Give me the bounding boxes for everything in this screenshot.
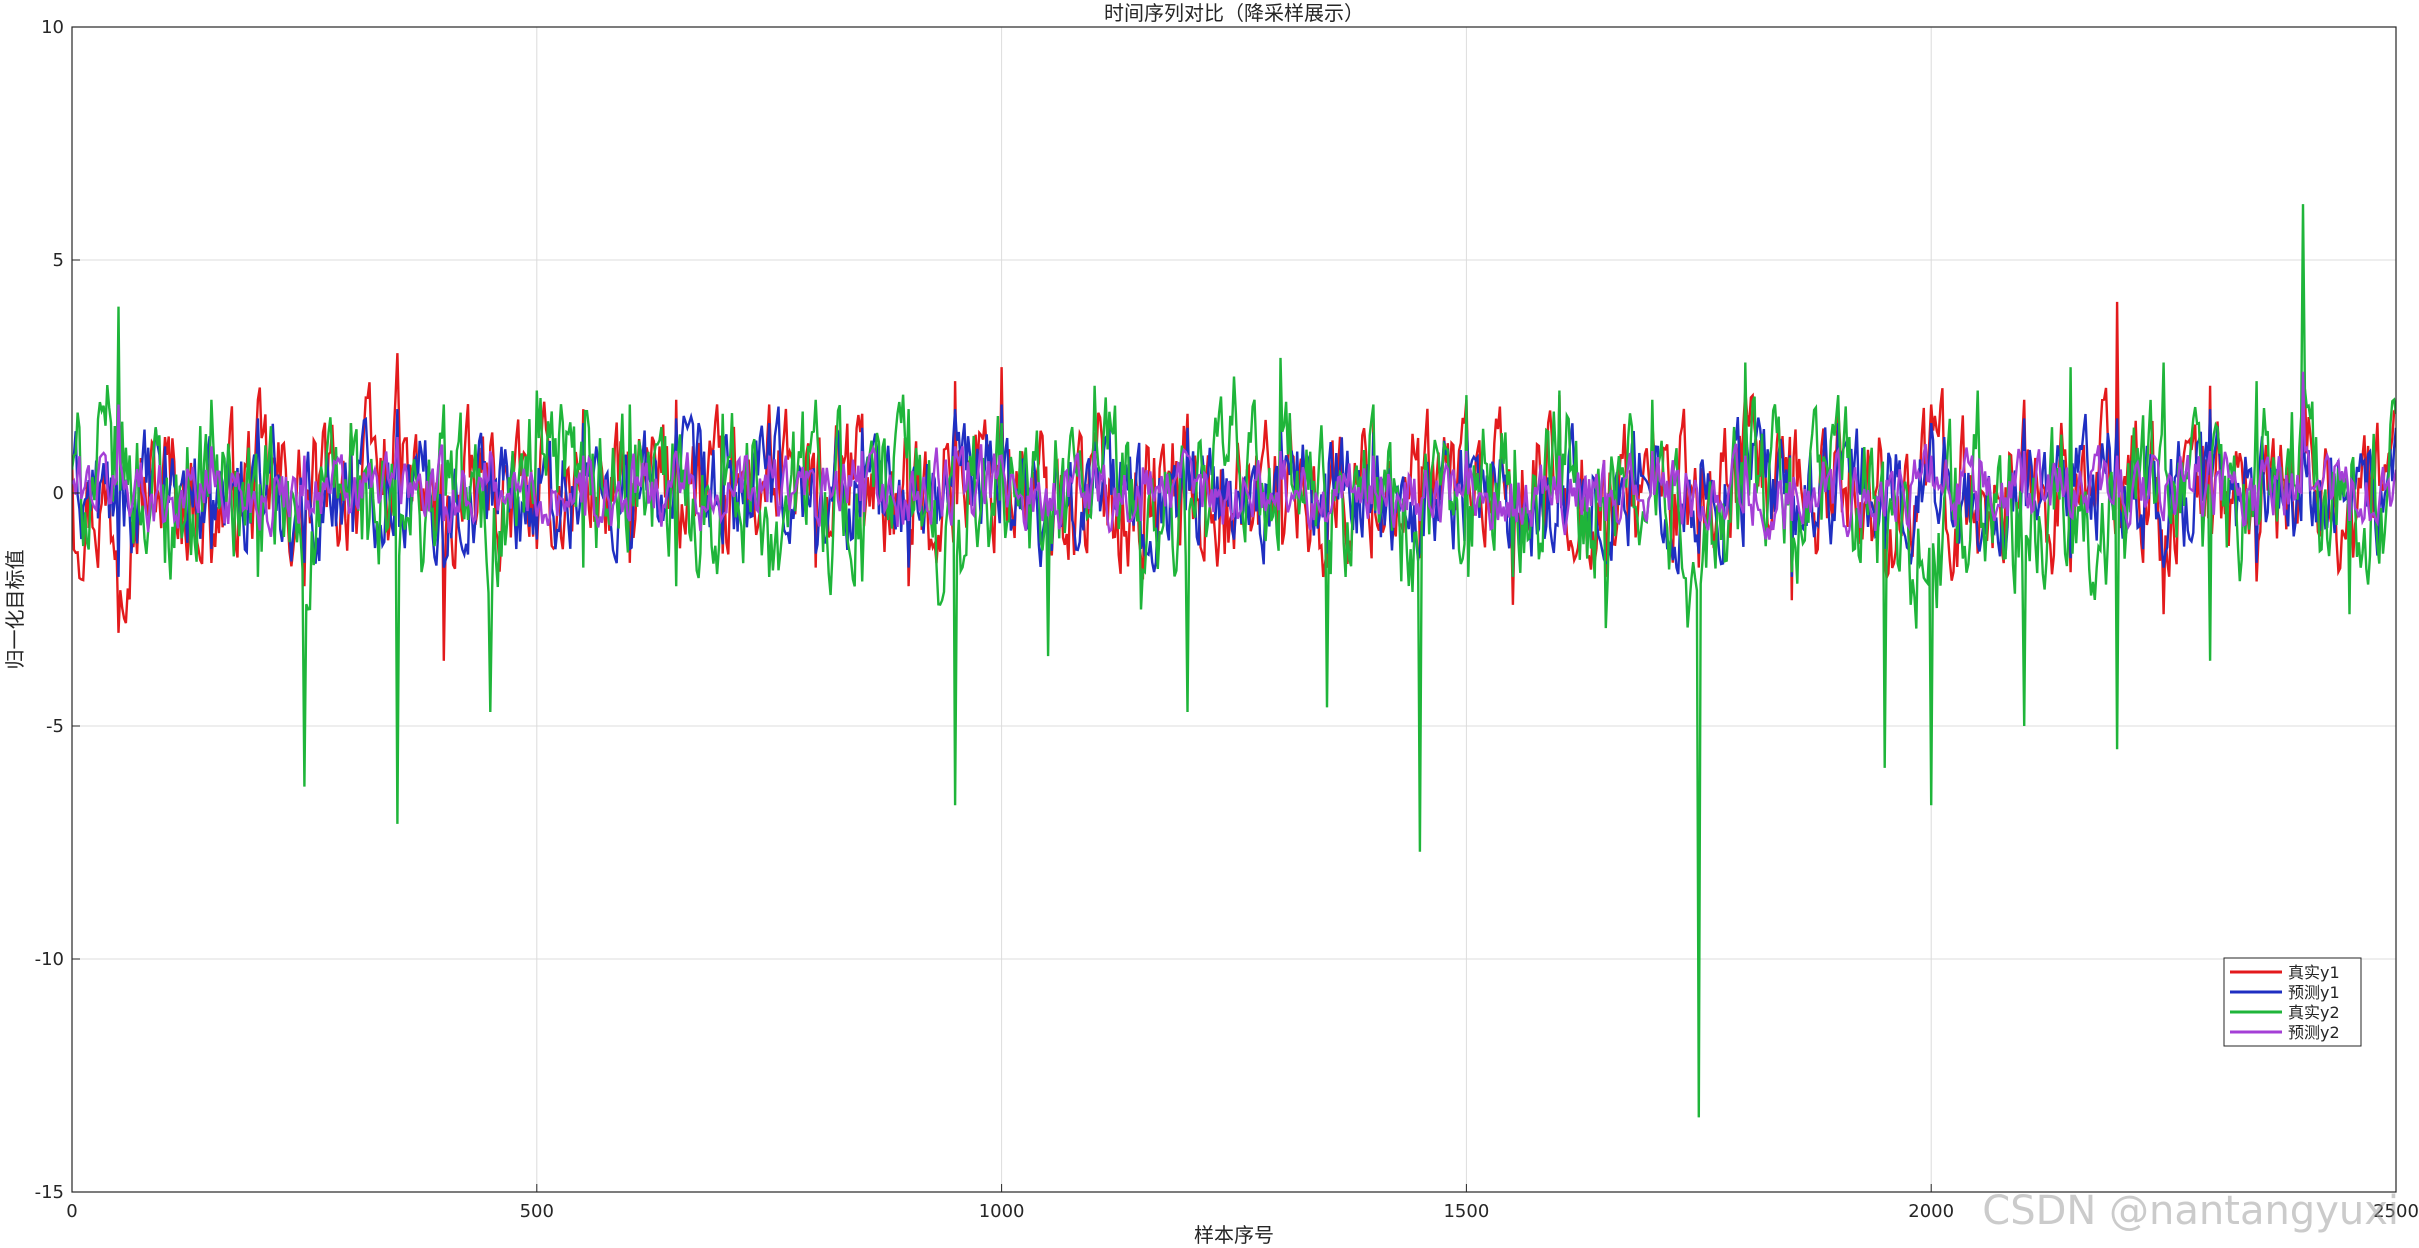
axes-box bbox=[71, 26, 2397, 1193]
legend-entry-label: 预测y1 bbox=[2288, 983, 2340, 1002]
x-tick-label: 0 bbox=[66, 1201, 77, 1222]
legend-entry-label: 真实y1 bbox=[2288, 963, 2340, 982]
x-tick-label: 1000 bbox=[979, 1201, 1025, 1222]
y-axis-label: 归一化目标值 bbox=[3, 550, 27, 670]
x-tick-label: 2000 bbox=[1908, 1201, 1954, 1222]
x-tick-label: 500 bbox=[520, 1201, 554, 1222]
y-tick-label: 5 bbox=[53, 250, 64, 271]
series-line-3 bbox=[72, 204, 2396, 1118]
series-layer bbox=[72, 204, 2396, 1118]
y-tick-label: 0 bbox=[53, 483, 64, 504]
y-tick-label: -15 bbox=[35, 1182, 64, 1203]
grid-lines bbox=[71, 26, 2397, 1193]
tick-labels: 0 500 1000 1500 2000 2500 10 5 0 -5 -10 -15 bbox=[35, 17, 2419, 1222]
x-axis-label: 样本序号 bbox=[1194, 1223, 1274, 1247]
chart-title: 时间序列对比（降采样展示） bbox=[1104, 1, 1364, 25]
y-tick-label: -10 bbox=[35, 949, 64, 970]
legend-entry-label: 真实y2 bbox=[2288, 1003, 2340, 1022]
y-tick-label: -5 bbox=[46, 716, 64, 737]
x-tick-label: 1500 bbox=[1443, 1201, 1489, 1222]
y-tick-label: 10 bbox=[41, 17, 64, 38]
watermark: CSDN @nantangyuxi bbox=[1982, 1188, 2399, 1234]
series-line-4 bbox=[72, 371, 2396, 540]
legend-entry-label: 预测y2 bbox=[2288, 1023, 2340, 1042]
x-tick-label: 2500 bbox=[2373, 1201, 2419, 1222]
